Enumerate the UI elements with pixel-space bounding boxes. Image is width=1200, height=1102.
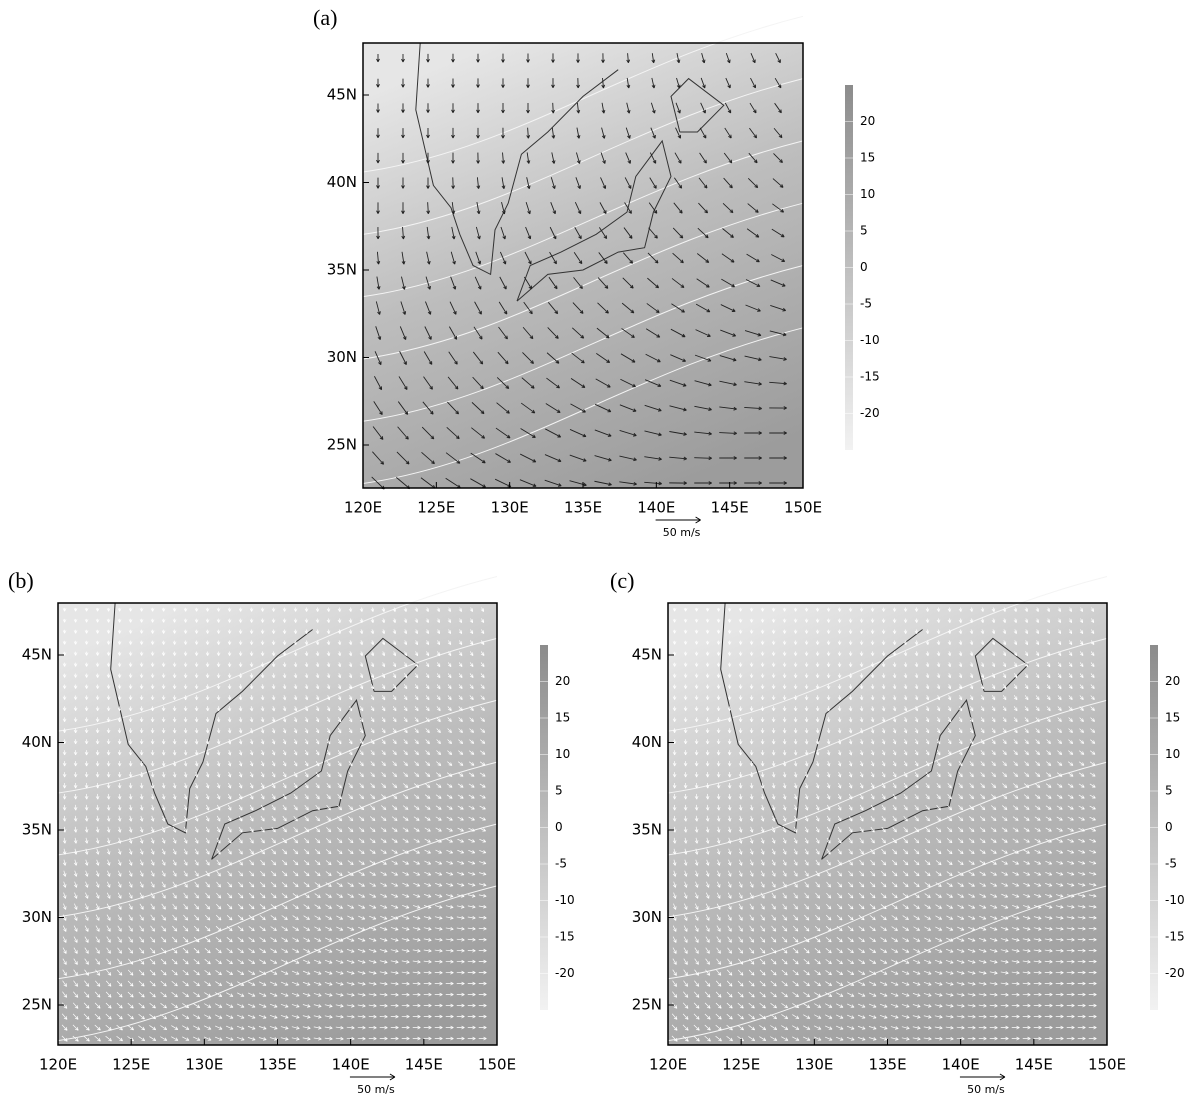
colorbar-tick-label: -5 — [1165, 857, 1177, 871]
y-tick-label: 25N — [22, 996, 52, 1014]
x-tick-label: 130E — [795, 1056, 833, 1074]
vector-scale-label: 50 m/s — [663, 526, 701, 539]
y-tick-label: 35N — [22, 821, 52, 839]
y-tick-label: 40N — [632, 733, 662, 751]
figure: (a) 45N 40N 35N 30N 25N 120E 125E 130E 135E 140E 14… — [0, 0, 1200, 1102]
x-tick-label: 140E — [332, 1056, 370, 1074]
colorbar-tick-label: 5 — [555, 784, 563, 798]
x-tick-label: 135E — [258, 1056, 296, 1074]
colorbar-tick-label: 0 — [555, 820, 563, 834]
colorbar-tick-label: -5 — [555, 857, 567, 871]
colorbar-tick-label: 15 — [860, 151, 875, 165]
map-panel: (c) 45N 40N 35N 30N 25N 120E 125E 130E 135E 140E 14… — [610, 568, 1185, 1096]
x-tick-label: 150E — [478, 1056, 516, 1074]
x-tick-label: 135E — [868, 1056, 906, 1074]
panel-label: (a) — [313, 5, 337, 30]
y-tick-label: 30N — [327, 348, 357, 366]
colorbar-tick-label: -20 — [860, 406, 880, 420]
colorbar-tick-label: -5 — [860, 297, 872, 311]
colorbar-tick-label: -20 — [1165, 966, 1185, 980]
y-tick-label: 35N — [632, 821, 662, 839]
map-panel: (b) 45N 40N 35N 30N 25N 120E 125E 130E 135E 140E 14… — [8, 568, 575, 1096]
x-tick-label: 150E — [1088, 1056, 1126, 1074]
x-tick-label: 150E — [784, 499, 822, 517]
map-panel: (a) 45N 40N 35N 30N 25N 120E 125E 130E 135E 140E 14… — [313, 5, 880, 539]
colorbar-tick-label: -10 — [860, 333, 880, 347]
vector-scale-arrow — [350, 1074, 395, 1080]
colorbar-tick-label: 0 — [860, 260, 868, 274]
x-tick-label: 140E — [942, 1056, 980, 1074]
x-tick-label: 140E — [637, 499, 675, 517]
colorbar-tick-label: 10 — [555, 747, 570, 761]
map-field — [668, 603, 1107, 1045]
y-tick-label: 30N — [22, 908, 52, 926]
x-tick-label: 120E — [649, 1056, 687, 1074]
colorbar-tick-label: 15 — [555, 711, 570, 725]
vector-scale-label: 50 m/s — [357, 1083, 395, 1096]
vector-scale-arrow — [960, 1074, 1005, 1080]
colorbar-tick-label: -15 — [860, 370, 880, 384]
y-tick-label: 25N — [632, 996, 662, 1014]
x-tick-label: 120E — [344, 499, 382, 517]
x-tick-label: 145E — [711, 499, 749, 517]
y-tick-label: 45N — [22, 646, 52, 664]
colorbar-tick-label: 10 — [860, 187, 875, 201]
x-tick-label: 145E — [1015, 1056, 1053, 1074]
x-tick-label: 135E — [564, 499, 602, 517]
colorbar-tick-label: -15 — [1165, 930, 1185, 944]
colorbar-tick-label: 5 — [1165, 784, 1173, 798]
map-field — [58, 603, 497, 1045]
panel-label: (b) — [8, 568, 34, 593]
y-tick-label: 30N — [632, 908, 662, 926]
colorbar-tick-label: 20 — [555, 674, 570, 688]
y-tick-label: 35N — [327, 261, 357, 279]
x-tick-label: 125E — [722, 1056, 760, 1074]
x-tick-label: 125E — [112, 1056, 150, 1074]
vector-scale-label: 50 m/s — [967, 1083, 1005, 1096]
colorbar-tick-label: 20 — [860, 114, 875, 128]
colorbar-tick-label: -20 — [555, 966, 575, 980]
colorbar-tick-label: 5 — [860, 224, 868, 238]
colorbar-tick-label: 15 — [1165, 711, 1180, 725]
y-tick-label: 40N — [327, 173, 357, 191]
colorbar-tick-label: -15 — [555, 930, 575, 944]
x-tick-label: 130E — [491, 499, 529, 517]
y-tick-label: 45N — [632, 646, 662, 664]
panel-label: (c) — [610, 568, 634, 593]
colorbar-tick-label: -10 — [555, 893, 575, 907]
x-tick-label: 130E — [185, 1056, 223, 1074]
colorbar-tick-label: 10 — [1165, 747, 1180, 761]
colorbar-tick-label: 0 — [1165, 820, 1173, 834]
y-tick-label: 25N — [327, 436, 357, 454]
x-tick-label: 125E — [417, 499, 455, 517]
vector-scale-arrow — [656, 517, 701, 523]
x-tick-label: 145E — [405, 1056, 443, 1074]
y-tick-label: 45N — [327, 86, 357, 104]
colorbar-tick-label: 20 — [1165, 674, 1180, 688]
y-tick-label: 40N — [22, 733, 52, 751]
colorbar-tick-label: -10 — [1165, 893, 1185, 907]
x-tick-label: 120E — [39, 1056, 77, 1074]
